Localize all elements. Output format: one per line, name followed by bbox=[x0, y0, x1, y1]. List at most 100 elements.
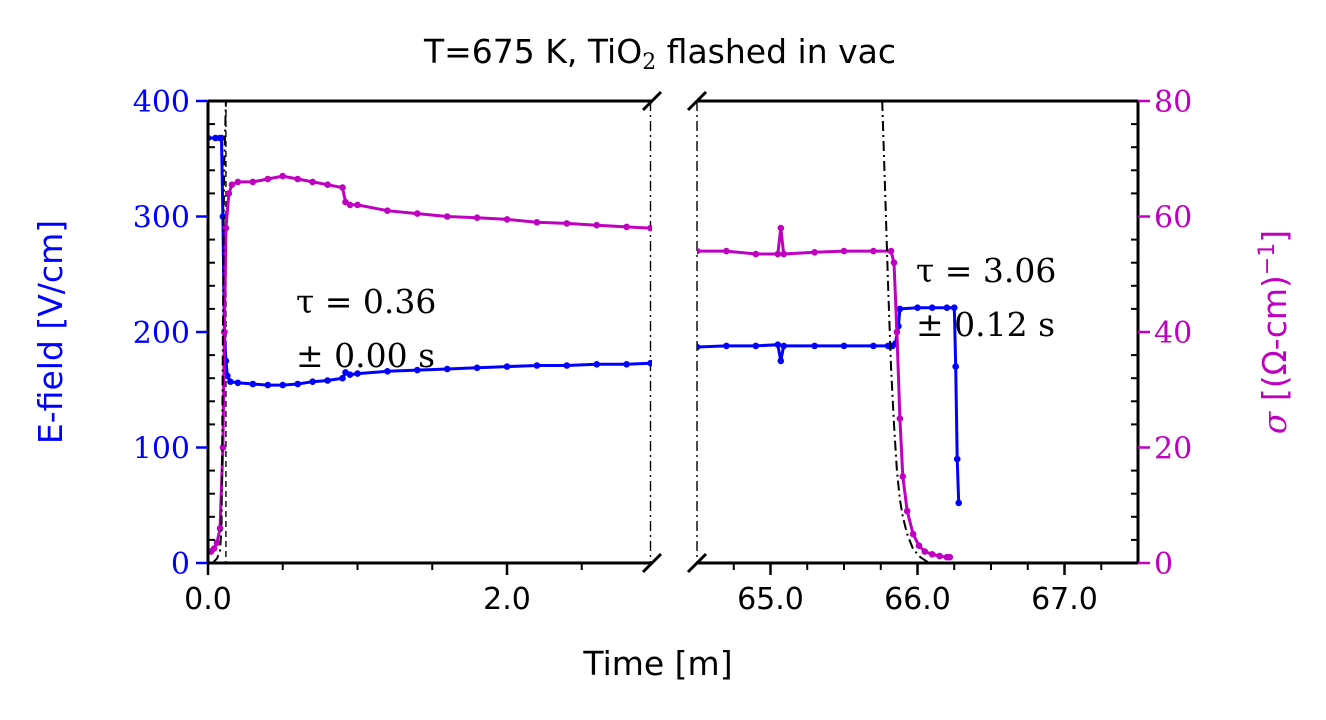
efield-point-1-6 bbox=[811, 342, 818, 350]
efield-point-0-18 bbox=[346, 371, 354, 379]
efield-point-1-19 bbox=[953, 455, 961, 463]
x-tick-label-panel-1-1: 66.0 bbox=[884, 582, 951, 617]
sigma-point-0-24 bbox=[503, 216, 511, 223]
sigma-point-0-19 bbox=[354, 201, 361, 209]
y-left-tick-label-4: 400 bbox=[133, 85, 190, 120]
x-axis-label: Time [m] bbox=[582, 644, 732, 683]
sigma-point-1-0 bbox=[697, 247, 701, 255]
efield-point-0-10 bbox=[249, 380, 257, 388]
x-tick-label-panel-1-2: 67.0 bbox=[1031, 582, 1098, 617]
sigma-point-0-2 bbox=[213, 539, 221, 547]
sigma-point-0-21 bbox=[414, 210, 421, 217]
efield-point-1-16 bbox=[943, 304, 951, 312]
y-right-tick-label-0: 0 bbox=[1154, 547, 1173, 582]
sigma-point-0-27 bbox=[593, 221, 600, 229]
efield-point-1-15 bbox=[928, 304, 936, 312]
efield-point-0-12 bbox=[279, 381, 287, 389]
efield-point-0-14 bbox=[309, 378, 316, 386]
sigma-point-1-8 bbox=[870, 247, 877, 255]
sigma-point-0-25 bbox=[533, 219, 541, 226]
sigma-point-0-15 bbox=[324, 181, 331, 188]
y-right-tick-label-1: 20 bbox=[1154, 432, 1192, 467]
y-left-tick-label-3: 300 bbox=[133, 201, 190, 236]
efield-point-0-20 bbox=[384, 368, 391, 375]
efield-point-1-2 bbox=[752, 342, 760, 350]
sigma-point-0-16 bbox=[339, 184, 346, 191]
sigma-point-0-12 bbox=[279, 172, 287, 180]
efield-point-0-9 bbox=[234, 379, 242, 387]
sigma-point-0-26 bbox=[563, 220, 571, 227]
efield-point-0-23 bbox=[473, 364, 481, 372]
efield-point-0-19 bbox=[354, 370, 361, 377]
efield-point-1-4 bbox=[777, 357, 785, 365]
sigma-point-1-12 bbox=[896, 415, 904, 422]
fit-line-panel-0 bbox=[211, 101, 227, 563]
efield-point-1-20 bbox=[955, 499, 962, 507]
sigma-point-0-8 bbox=[228, 181, 236, 188]
efield-point-1-13 bbox=[896, 305, 904, 313]
tau-annotation-right-line2: ± 0.12 s bbox=[916, 305, 1055, 344]
sigma-point-0-7 bbox=[225, 190, 233, 197]
sigma-point-1-21 bbox=[946, 553, 954, 561]
efield-point-0-25 bbox=[533, 362, 541, 369]
efield-point-1-17 bbox=[951, 304, 958, 312]
efield-point-0-28 bbox=[623, 361, 630, 368]
efield-point-0-11 bbox=[264, 381, 272, 389]
sigma-point-0-23 bbox=[473, 214, 481, 221]
efield-point-0-22 bbox=[443, 365, 451, 373]
sigma-point-1-9 bbox=[887, 247, 895, 255]
efield-point-0-15 bbox=[324, 377, 331, 384]
sigma-point-1-17 bbox=[921, 548, 929, 555]
tau-annotation-left-line1: τ = 0.36 bbox=[296, 282, 436, 321]
sigma-point-0-9 bbox=[234, 178, 242, 186]
sigma-point-0-18 bbox=[346, 201, 354, 209]
tau-annotation-right-line1: τ = 3.06 bbox=[916, 251, 1056, 290]
efield-point-0-21 bbox=[414, 366, 421, 374]
sigma-point-1-2 bbox=[752, 250, 760, 258]
sigma-point-1-3 bbox=[774, 250, 782, 258]
axis-break-mark-0 bbox=[641, 90, 663, 112]
efield-point-0-27 bbox=[593, 361, 600, 368]
sigma-point-1-14 bbox=[903, 507, 911, 515]
efield-point-1-14 bbox=[914, 304, 921, 312]
sigma-point-0-10 bbox=[249, 178, 257, 186]
efield-point-0-7 bbox=[224, 372, 231, 380]
y-right-tick-label-2: 40 bbox=[1154, 316, 1192, 351]
x-tick-label-panel-0-0: 0.0 bbox=[184, 582, 232, 617]
sigma-point-1-4 bbox=[777, 224, 785, 232]
x-tick-label-panel-1-0: 65.0 bbox=[737, 582, 804, 617]
efield-point-1-5 bbox=[780, 342, 787, 350]
sigma-line-panel-0 bbox=[209, 174, 651, 553]
axis-break-mark-1 bbox=[641, 552, 663, 574]
tau-annotation-right: τ = 3.06 ± 0.12 s bbox=[916, 251, 1056, 344]
sigma-point-0-4 bbox=[219, 444, 227, 451]
tau-annotation-left-line2: ± 0.00 s bbox=[296, 336, 435, 375]
y-axis-right-label: σ [(Ω-cm)−1] bbox=[1255, 230, 1295, 434]
efield-point-1-18 bbox=[952, 363, 959, 370]
y-axis-left-label: E-field [V/cm] bbox=[31, 220, 70, 444]
efield-point-1-3 bbox=[774, 341, 782, 349]
sigma-point-1-19 bbox=[936, 552, 943, 560]
plot-area: 0 100 200 300 400 0 20 40 60 80 0.0 2.0 65.0 66.0 67.0 bbox=[133, 85, 1192, 617]
efield-point-1-0 bbox=[697, 343, 701, 351]
x-tick-label-panel-0-1: 2.0 bbox=[483, 582, 531, 617]
efield-point-0-8 bbox=[227, 378, 234, 386]
efield-point-0-29 bbox=[647, 359, 652, 367]
efield-point-0-26 bbox=[563, 362, 571, 369]
sigma-point-1-7 bbox=[840, 247, 848, 255]
efield-point-1-8 bbox=[870, 342, 877, 350]
sigma-point-0-13 bbox=[294, 175, 302, 183]
efield-point-0-24 bbox=[503, 363, 511, 370]
sigma-point-1-10 bbox=[890, 259, 898, 267]
sigma-point-1-18 bbox=[928, 551, 936, 558]
sigma-point-0-22 bbox=[443, 213, 451, 220]
fit-line-panel-1 bbox=[881, 101, 930, 563]
sigma-point-1-5 bbox=[780, 250, 787, 258]
y-left-tick-label-0: 0 bbox=[171, 547, 190, 582]
chart-title: T=675 K, TiO2 flashed in vac bbox=[423, 32, 896, 75]
y-left-tick-label-1: 100 bbox=[133, 432, 190, 467]
sigma-point-1-15 bbox=[909, 530, 917, 538]
axis-break-mark-2 bbox=[686, 90, 708, 112]
efield-point-0-13 bbox=[294, 380, 302, 388]
